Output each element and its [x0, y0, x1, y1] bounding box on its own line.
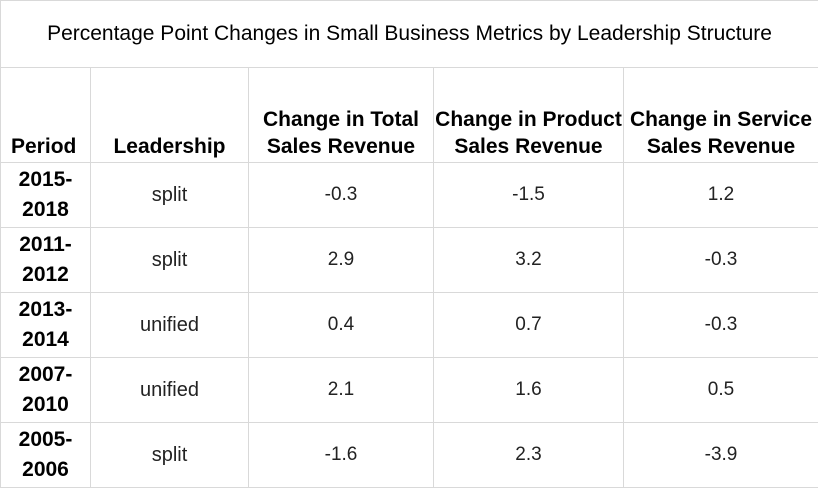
service-sales-cell[interactable]: -3.9 — [622, 422, 818, 488]
total-sales-cell[interactable]: 2.9 — [248, 227, 434, 293]
product-sales-cell[interactable]: -1.5 — [433, 162, 624, 228]
header-period[interactable]: Period — [0, 67, 91, 163]
period-cell[interactable]: 2015-2018 — [0, 162, 91, 228]
table-row: 2007-2010 unified 2.1 1.6 0.5 — [0, 357, 818, 423]
table-row: 2015-2018 split -0.3 -1.5 1.2 — [0, 162, 818, 228]
total-sales-cell[interactable]: -1.6 — [248, 422, 434, 488]
header-product-sales[interactable]: Change in Product Sales Revenue — [433, 67, 624, 163]
header-service-sales[interactable]: Change in Service Sales Revenue — [622, 67, 818, 163]
period-cell[interactable]: 2007-2010 — [0, 357, 91, 423]
table-title[interactable]: Percentage Point Changes in Small Busine… — [0, 0, 818, 68]
total-sales-cell[interactable]: 2.1 — [248, 357, 434, 423]
leadership-cell[interactable]: split — [90, 227, 249, 293]
title-row: Percentage Point Changes in Small Busine… — [0, 0, 818, 68]
header-row: Period Leadership Change in Total Sales … — [0, 67, 818, 163]
table-row: 2005-2006 split -1.6 2.3 -3.9 — [0, 422, 818, 488]
table-row: 2013-2014 unified 0.4 0.7 -0.3 — [0, 292, 818, 358]
product-sales-cell[interactable]: 2.3 — [433, 422, 624, 488]
period-cell[interactable]: 2013-2014 — [0, 292, 91, 358]
service-sales-cell[interactable]: 0.5 — [622, 357, 818, 423]
product-sales-cell[interactable]: 3.2 — [433, 227, 624, 293]
leadership-cell[interactable]: split — [90, 422, 249, 488]
leadership-cell[interactable]: unified — [90, 357, 249, 423]
period-cell[interactable]: 2011-2012 — [0, 227, 91, 293]
product-sales-cell[interactable]: 1.6 — [433, 357, 624, 423]
header-leadership[interactable]: Leadership — [90, 67, 249, 163]
header-total-sales[interactable]: Change in Total Sales Revenue — [248, 67, 434, 163]
leadership-cell[interactable]: split — [90, 162, 249, 228]
service-sales-cell[interactable]: 1.2 — [622, 162, 818, 228]
period-cell[interactable]: 2005-2006 — [0, 422, 91, 488]
total-sales-cell[interactable]: 0.4 — [248, 292, 434, 358]
total-sales-cell[interactable]: -0.3 — [248, 162, 434, 228]
service-sales-cell[interactable]: -0.3 — [622, 292, 818, 358]
product-sales-cell[interactable]: 0.7 — [433, 292, 624, 358]
table-row: 2011-2012 split 2.9 3.2 -0.3 — [0, 227, 818, 293]
leadership-cell[interactable]: unified — [90, 292, 249, 358]
service-sales-cell[interactable]: -0.3 — [622, 227, 818, 293]
